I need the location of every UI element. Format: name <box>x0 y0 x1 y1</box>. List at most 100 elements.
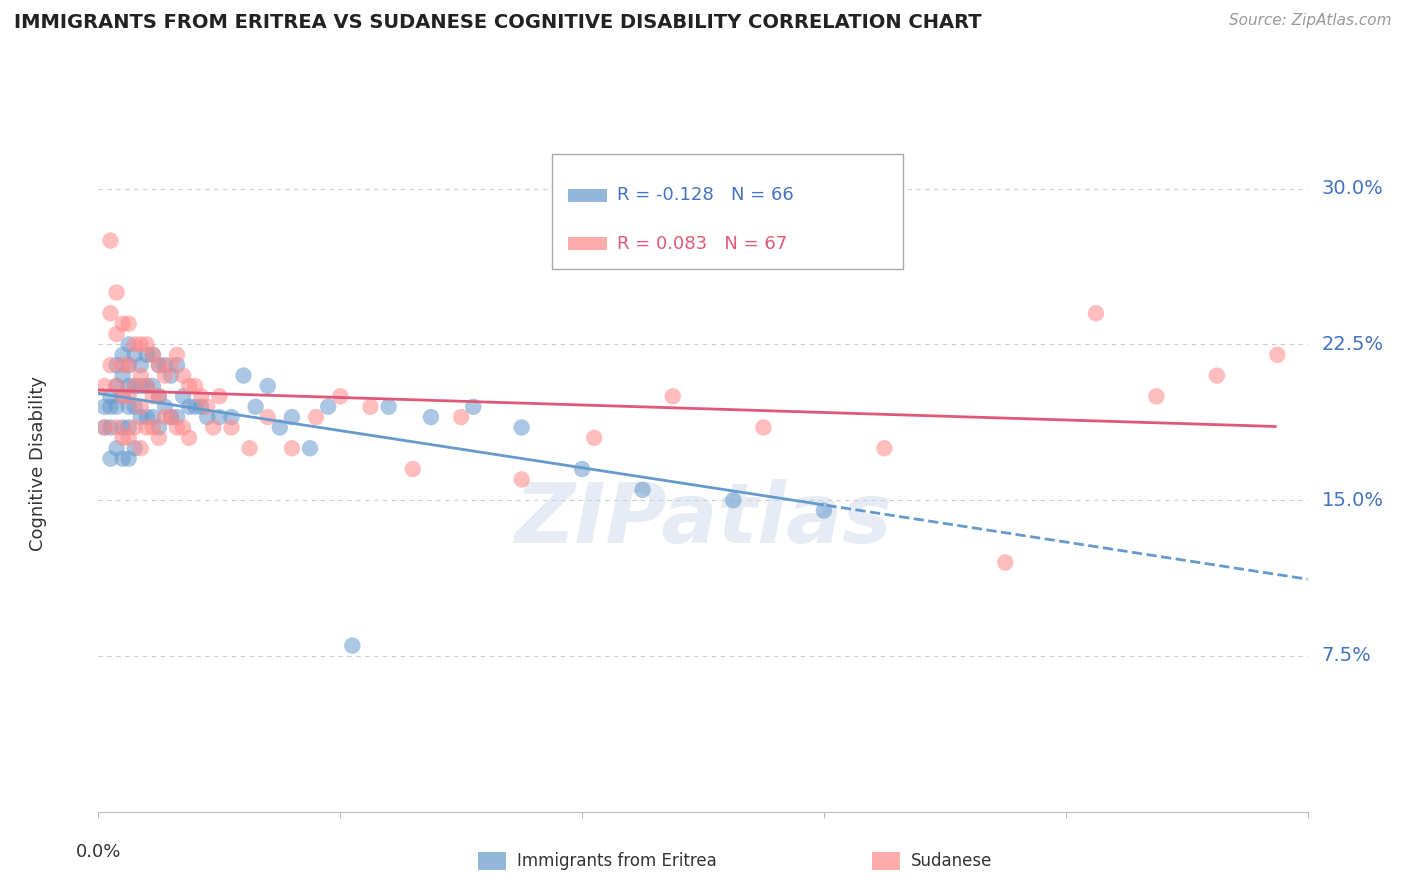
Point <box>221 420 243 434</box>
Point <box>221 410 243 425</box>
Text: 22.5%: 22.5% <box>1322 334 1384 354</box>
Point <box>153 400 176 414</box>
Point <box>135 348 157 362</box>
Point <box>148 420 170 434</box>
Point <box>111 348 134 362</box>
Point <box>105 400 128 414</box>
Point <box>184 400 207 414</box>
Point <box>148 358 170 372</box>
Point <box>135 337 157 351</box>
Point <box>661 389 683 403</box>
Point <box>124 348 146 362</box>
Point <box>142 348 165 362</box>
Point <box>172 420 194 434</box>
Point <box>316 400 339 414</box>
Point <box>160 368 183 383</box>
Point <box>419 410 441 425</box>
Text: R = -0.128   N = 66: R = -0.128 N = 66 <box>617 186 794 204</box>
Point <box>118 420 141 434</box>
Point <box>463 400 485 414</box>
Text: ZIPatlas: ZIPatlas <box>515 479 891 560</box>
Point <box>450 410 472 425</box>
Point <box>299 442 322 456</box>
Point <box>1206 368 1229 383</box>
Point <box>160 410 183 425</box>
Point <box>1265 348 1288 362</box>
Point <box>148 389 170 403</box>
Point <box>111 358 134 372</box>
Bar <box>568 237 607 250</box>
Point <box>160 358 183 372</box>
Point <box>177 400 201 414</box>
Point <box>1085 306 1108 320</box>
Point <box>124 379 146 393</box>
Point <box>93 379 115 393</box>
Point <box>105 358 128 372</box>
Point <box>142 410 165 425</box>
Point <box>166 410 188 425</box>
Point <box>100 234 122 248</box>
Point <box>100 451 122 466</box>
Point <box>129 358 152 372</box>
Point <box>195 400 218 414</box>
Point <box>190 400 212 414</box>
Point <box>118 358 141 372</box>
Point <box>118 317 141 331</box>
Point <box>93 420 115 434</box>
Point <box>281 410 304 425</box>
Point <box>184 379 207 393</box>
Point <box>118 451 141 466</box>
Text: 15.0%: 15.0% <box>1322 491 1384 509</box>
Point <box>118 337 141 351</box>
Point <box>105 285 128 300</box>
Point <box>135 420 157 434</box>
Point <box>100 306 122 320</box>
Point <box>118 389 141 403</box>
Point <box>129 410 152 425</box>
Point <box>402 462 425 476</box>
Point <box>239 442 262 456</box>
Point <box>129 368 152 383</box>
Point <box>166 358 188 372</box>
Point <box>202 420 225 434</box>
Point <box>118 379 141 393</box>
Point <box>329 389 352 403</box>
Point <box>1144 389 1167 403</box>
Point <box>873 442 896 456</box>
Point <box>256 410 278 425</box>
Text: Source: ZipAtlas.com: Source: ZipAtlas.com <box>1229 13 1392 29</box>
Point <box>232 368 254 383</box>
Point <box>111 389 134 403</box>
Point <box>118 400 141 414</box>
Point <box>105 326 128 341</box>
Point <box>721 493 744 508</box>
Point <box>153 358 176 372</box>
Point <box>166 348 188 362</box>
Point <box>269 420 291 434</box>
Text: 7.5%: 7.5% <box>1322 647 1371 665</box>
Point <box>752 420 775 434</box>
Point <box>142 389 165 403</box>
Point <box>994 556 1017 570</box>
Point <box>360 400 382 414</box>
Point <box>118 358 141 372</box>
Point <box>177 431 201 445</box>
Point <box>166 420 188 434</box>
Point <box>305 410 328 425</box>
Point <box>124 442 146 456</box>
Point <box>342 639 364 653</box>
Point <box>510 420 533 434</box>
Point <box>124 400 146 414</box>
Point <box>510 472 533 486</box>
Point <box>129 337 152 351</box>
Point <box>93 400 115 414</box>
Point <box>100 389 122 403</box>
Point <box>111 420 134 434</box>
Text: 30.0%: 30.0% <box>1322 179 1384 198</box>
Point <box>245 400 267 414</box>
Point <box>129 400 152 414</box>
Point <box>135 379 157 393</box>
Point <box>153 410 176 425</box>
Point <box>100 420 122 434</box>
Point <box>208 389 231 403</box>
